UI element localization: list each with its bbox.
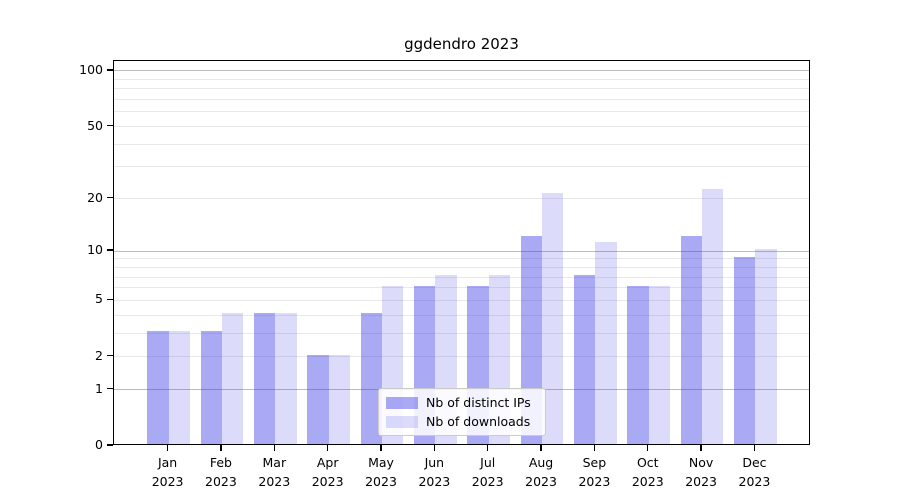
x-tick-mark	[487, 445, 489, 451]
gridline	[114, 258, 809, 260]
legend-item-distinct-ips: Nb of distinct IPs	[386, 395, 545, 410]
x-tick-mark	[326, 445, 329, 451]
x-tick-label: Mar 2023	[258, 455, 291, 489]
x-tick-mark	[647, 445, 649, 451]
x-tick-label: Nov 2023	[685, 455, 717, 489]
x-tick-mark	[220, 445, 222, 451]
gridline	[114, 287, 809, 289]
bar-distinct-ips	[307, 354, 329, 444]
bar-distinct-ips	[627, 285, 649, 444]
x-tick-mark	[593, 445, 596, 451]
legend-label-distinct-ips: Nb of distinct IPs	[426, 395, 531, 410]
x-tick-mark	[433, 445, 436, 451]
y-tick-label: 10	[87, 242, 103, 258]
x-tick-mark	[700, 445, 702, 451]
y-tick-label: 2	[95, 347, 103, 363]
plot-area	[113, 60, 810, 445]
gridline	[114, 111, 809, 113]
bar-downloads	[221, 313, 244, 444]
gridline	[114, 88, 809, 90]
legend-label-downloads: Nb of downloads	[426, 414, 531, 429]
x-tick-mark	[380, 445, 382, 451]
gridline	[114, 70, 809, 72]
bar-downloads	[542, 192, 564, 444]
x-tick-mark	[753, 445, 756, 451]
legend-swatch-downloads	[386, 415, 418, 428]
bar-downloads	[328, 354, 350, 444]
bar-distinct-ips	[147, 331, 169, 444]
bar-downloads	[168, 331, 190, 444]
y-tick-mark	[107, 355, 113, 357]
x-tick-label: Jan 2023	[151, 455, 184, 489]
x-tick-label: Apr 2023	[311, 455, 344, 489]
bar-downloads	[595, 242, 617, 444]
y-tick-mark	[107, 444, 113, 446]
x-tick-label: Sep 2023	[578, 455, 611, 489]
gridline	[114, 276, 809, 278]
x-tick-mark	[273, 445, 275, 451]
y-tick-label: 20	[87, 189, 103, 205]
bar-distinct-ips	[360, 313, 382, 444]
y-tick-label: 100	[79, 61, 103, 77]
y-tick-label: 1	[95, 380, 103, 396]
x-tick-label: Oct 2023	[631, 455, 664, 489]
y-tick-label: 5	[95, 291, 103, 307]
x-tick-label: May 2023	[365, 455, 397, 489]
bar-distinct-ips	[200, 331, 222, 444]
gridline	[114, 356, 809, 358]
gridline	[114, 299, 809, 301]
x-tick-label: Feb 2023	[205, 455, 237, 489]
x-tick-label: Jun 2023	[418, 455, 451, 489]
bar-downloads	[702, 189, 724, 444]
gridline	[114, 78, 809, 80]
gridline	[114, 250, 809, 252]
gridline	[114, 332, 809, 334]
bars-layer	[114, 61, 809, 444]
y-tick-label: 0	[95, 437, 103, 452]
legend-item-downloads: Nb of downloads	[386, 414, 545, 429]
y-tick-mark	[107, 124, 113, 127]
gridline	[114, 99, 809, 101]
gridline	[114, 198, 809, 200]
gridline	[114, 266, 809, 268]
bar-distinct-ips	[734, 256, 756, 444]
legend: Nb of distinct IPs Nb of downloads	[378, 388, 546, 436]
y-tick-mark	[107, 387, 113, 390]
y-tick-mark	[107, 249, 113, 251]
bar-distinct-ips	[680, 235, 703, 444]
bar-downloads	[648, 285, 671, 444]
x-tick-mark	[540, 445, 542, 451]
x-tick-mark	[166, 445, 169, 451]
y-tick-label: 50	[87, 117, 103, 133]
legend-swatch-distinct-ips	[386, 396, 418, 409]
y-tick-mark	[107, 298, 113, 301]
y-tick-mark	[107, 196, 113, 199]
bar-distinct-ips	[254, 313, 276, 444]
bar-downloads	[275, 313, 297, 444]
x-tick-label: Jul 2023	[471, 455, 504, 489]
gridline	[114, 314, 809, 316]
x-tick-label: Aug 2023	[525, 455, 557, 489]
y-tick-mark	[107, 69, 113, 71]
bar-downloads	[755, 249, 777, 444]
chart-title: ggdendro 2023	[404, 35, 519, 53]
bar-distinct-ips	[574, 275, 596, 444]
gridline	[114, 126, 809, 127]
x-tick-label: Dec 2023	[738, 455, 771, 489]
gridline	[114, 166, 809, 168]
gridline	[114, 143, 809, 145]
